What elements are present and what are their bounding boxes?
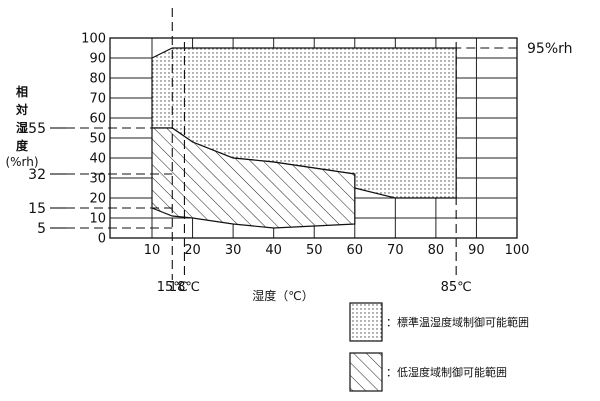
y-tick-label: 80 — [89, 72, 106, 87]
x-tick-label: 10 — [144, 243, 161, 258]
regions — [151, 47, 457, 229]
y-tick-label: 90 — [89, 52, 106, 67]
ref-label-15c: 15℃ — [157, 280, 188, 295]
legend-swatch — [349, 352, 383, 392]
x-tick-label: 20 — [184, 243, 201, 258]
y-tick-label: 0 — [98, 232, 106, 247]
y-tick-label: 30 — [89, 172, 106, 187]
tick-labels: 0 10 20 30 40 50 60 70 80 90 100 10 20 30 40 50 60 70 80 90… — [81, 32, 529, 259]
y-axis-label-char: 相 — [16, 84, 28, 99]
x-tick-label: 90 — [468, 243, 485, 258]
x-tick-label: 40 — [265, 243, 282, 258]
x-tick-label: 80 — [428, 243, 445, 258]
reference-lines: 95%rh 55 32 15 5 15℃18℃ 85℃ — [28, 8, 573, 295]
plot-frame — [109, 37, 518, 239]
y-axis-label-char: 度 — [16, 138, 29, 153]
x-tick-label: 70 — [387, 243, 404, 258]
y-axis-label-char: 湿 — [16, 120, 28, 135]
ref-label-85c: 85℃ — [441, 280, 472, 295]
legend: ：標準温湿度域制御可能範囲 ：低湿度域制御可能範囲 — [349, 302, 529, 392]
x-tick-label: 100 — [505, 243, 530, 258]
legend-swatch — [349, 302, 383, 342]
y-tick-label: 10 — [89, 212, 106, 227]
ref-label-55: 55 — [28, 121, 46, 137]
ref-label-32: 32 — [28, 167, 46, 183]
ref-label-95: 95%rh — [527, 41, 573, 57]
y-tick-label: 40 — [89, 152, 106, 167]
ref-label-15: 15 — [28, 201, 46, 217]
y-tick-label: 20 — [89, 192, 106, 207]
y-tick-label: 100 — [81, 32, 106, 47]
y-axis-label-unit: (%rh) — [5, 155, 38, 169]
legend-label: ：標準温湿度域制御可能範囲 — [386, 315, 529, 329]
y-axis-label-char: 対 — [15, 102, 28, 117]
x-axis-label: 湿度（℃） — [252, 288, 313, 303]
y-tick-label: 70 — [89, 92, 106, 107]
legend-label: ：低湿度域制御可能範囲 — [386, 365, 507, 379]
ref-label-5: 5 — [37, 221, 46, 237]
x-tick-label: 60 — [347, 243, 364, 258]
ref-label-18c: 18℃ — [169, 280, 200, 295]
x-tick-label: 30 — [225, 243, 242, 258]
low-humidity-range-region — [151, 127, 356, 229]
y-tick-label: 50 — [89, 132, 106, 147]
x-tick-label: 50 — [306, 243, 323, 258]
y-tick-label: 60 — [89, 112, 106, 127]
